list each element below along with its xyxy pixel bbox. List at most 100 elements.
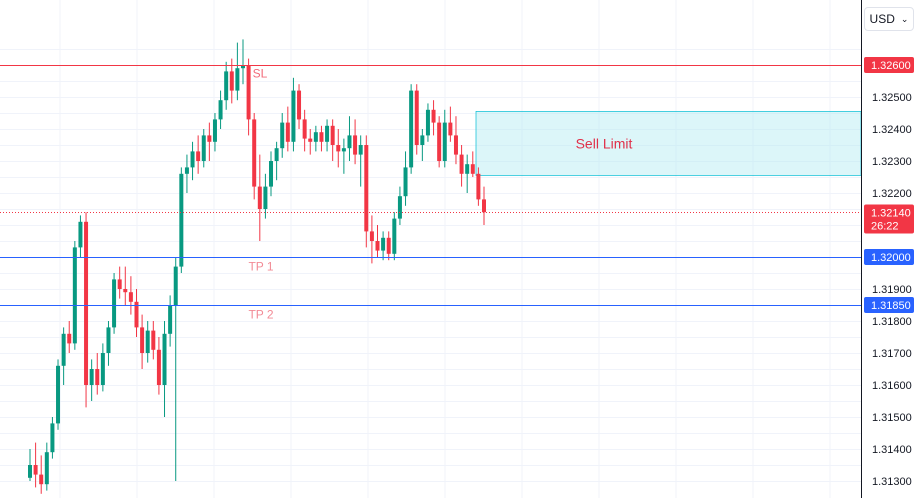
candle-body xyxy=(207,135,212,142)
price-tick-label: 1.31800 xyxy=(872,316,912,328)
candle-body xyxy=(112,279,117,328)
candle-body xyxy=(106,327,111,353)
candle-body xyxy=(420,135,425,145)
chart-grid xyxy=(0,0,861,498)
candle-body xyxy=(212,119,217,142)
level-label: TP 1 xyxy=(248,260,273,274)
candle-body xyxy=(218,100,223,120)
candle-body xyxy=(201,135,206,161)
candle-body xyxy=(431,109,436,123)
price-tick-label: 1.31400 xyxy=(872,444,912,456)
candle-body xyxy=(386,237,391,254)
candle-body xyxy=(235,68,240,91)
candle-body xyxy=(375,241,380,251)
price-tag xyxy=(864,297,914,313)
price-tick-label: 1.32500 xyxy=(872,92,912,104)
candle-body xyxy=(313,132,318,142)
candle-body xyxy=(291,90,296,142)
price-tag-label: 1.31850 xyxy=(871,300,911,312)
candle-body xyxy=(341,148,346,152)
candle-body xyxy=(414,90,419,145)
candle-body xyxy=(476,173,481,200)
currency-selector[interactable]: USD ⌄ xyxy=(864,7,914,31)
candle-body xyxy=(358,145,363,155)
price-tick-label: 1.32200 xyxy=(872,188,912,200)
chevron-down-icon: ⌄ xyxy=(900,13,909,24)
candle-body xyxy=(61,333,66,366)
candle-body xyxy=(179,173,184,267)
countdown-label: 26:22 xyxy=(871,221,899,233)
candle-body xyxy=(319,132,324,142)
candle-body xyxy=(397,196,402,219)
candle-body xyxy=(364,145,369,232)
price-axis-ticks: 1.32500 1.32400 1.32300 1.32200 1.31900 1.318… xyxy=(872,92,912,488)
candle-body xyxy=(336,145,341,152)
candle-body xyxy=(78,221,83,248)
candle-body xyxy=(145,330,150,353)
candle-body xyxy=(403,167,408,197)
candle-body xyxy=(184,167,189,174)
price-tick-label: 1.31700 xyxy=(872,348,912,360)
candle-body xyxy=(28,465,32,478)
candle-body xyxy=(409,90,414,168)
candle-body xyxy=(134,301,139,328)
price-axis[interactable]: 1.32500 1.32400 1.32300 1.32200 1.31900 1.318… xyxy=(861,0,915,498)
candle-body xyxy=(151,330,156,350)
candle-body xyxy=(369,231,374,241)
candle-body xyxy=(89,369,94,385)
candle-body xyxy=(347,135,352,149)
candle-body xyxy=(482,199,486,213)
candle-body xyxy=(50,423,55,453)
candle-body xyxy=(39,474,44,485)
level-label: TP 2 xyxy=(248,308,273,322)
candle-body xyxy=(162,333,167,385)
candle-body xyxy=(173,266,178,305)
candle-body xyxy=(269,161,274,187)
candle-body xyxy=(325,125,330,142)
candle-body xyxy=(448,122,453,136)
candle-body xyxy=(84,221,89,385)
candle-body xyxy=(453,135,458,155)
price-tag-label: 1.32600 xyxy=(871,60,911,72)
candle-body xyxy=(263,186,268,209)
candle-body xyxy=(459,154,464,174)
candle-body xyxy=(297,90,302,120)
candle-body xyxy=(442,122,447,161)
candle-body xyxy=(280,122,285,149)
candle-body xyxy=(302,119,307,139)
candle-body xyxy=(95,369,100,385)
candle-body xyxy=(156,349,161,385)
candle-body xyxy=(224,71,229,101)
candle-body xyxy=(229,71,234,91)
candle-body xyxy=(392,218,397,254)
current-price-tag xyxy=(864,204,914,234)
candle-body xyxy=(72,247,77,344)
price-tick-label: 1.31600 xyxy=(872,380,912,392)
candle-body xyxy=(117,279,122,289)
sell-limit-zone[interactable] xyxy=(475,111,862,176)
price-tick-label: 1.32300 xyxy=(872,156,912,168)
level-label: SL xyxy=(253,67,268,81)
candle-body xyxy=(123,289,128,293)
candle-body xyxy=(56,365,61,424)
candle-body xyxy=(196,151,201,161)
price-tag-label: 1.32000 xyxy=(871,252,911,264)
candle-body xyxy=(353,135,358,155)
candle-body xyxy=(252,119,257,187)
price-tag xyxy=(864,57,914,73)
price-tick-label: 1.31900 xyxy=(872,284,912,296)
current-price-label: 1.32140 xyxy=(871,208,911,220)
candle-body xyxy=(465,164,470,174)
candle-body xyxy=(274,148,279,161)
candle-body xyxy=(308,138,313,142)
candle-body xyxy=(470,164,475,174)
candle-body xyxy=(100,353,105,385)
candle-body xyxy=(437,122,442,161)
candle-body xyxy=(381,237,386,251)
candle-body xyxy=(128,292,133,302)
candle-body xyxy=(240,65,245,69)
candle-body xyxy=(67,333,72,344)
candle-body xyxy=(140,327,145,353)
